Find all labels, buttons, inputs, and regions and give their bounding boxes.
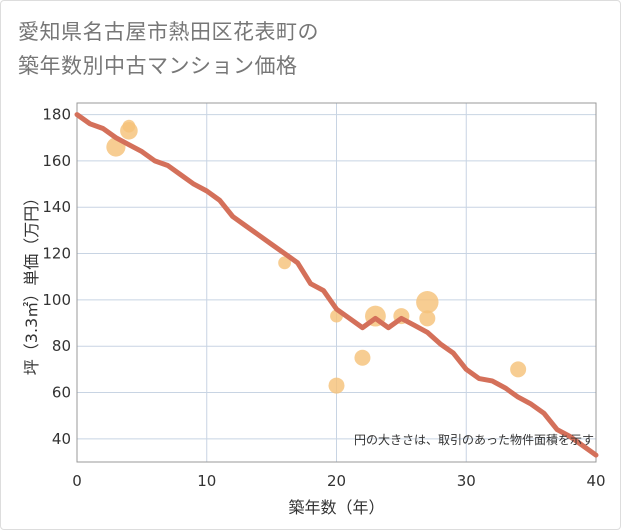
y-axis-label: 坪（3.3㎡）単価（万円） xyxy=(22,190,41,375)
grid-lines xyxy=(77,103,596,462)
chart-title-line-2: 築年数別中古マンション価格 xyxy=(18,54,298,78)
x-tick-label-10: 10 xyxy=(197,472,216,490)
chart-title-line-1: 愛知県名古屋市熱田区花表町の xyxy=(18,20,319,44)
bubble-point-9 xyxy=(416,290,439,314)
y-tick-label-60: 60 xyxy=(52,384,71,402)
y-tick-label-40: 40 xyxy=(52,430,71,448)
y-tick-label-120: 120 xyxy=(42,245,71,263)
x-axis-ticks: 0 10 20 30 40 xyxy=(72,472,605,490)
y-tick-label-80: 80 xyxy=(52,337,71,355)
x-tick-label-30: 30 xyxy=(457,472,476,490)
bubble-point-6 xyxy=(354,349,371,366)
plot-area xyxy=(76,102,597,463)
x-tick-label-0: 0 xyxy=(72,472,82,490)
y-axis-ticks: 40 60 80 100 120 140 160 180 xyxy=(42,106,71,448)
x-tick-label-40: 40 xyxy=(586,472,605,490)
y-tick-label-160: 160 xyxy=(42,152,71,170)
chart-note: 円の大きさは、取引のあった物件面積を示す xyxy=(354,432,594,447)
bubble-point-3 xyxy=(278,256,291,270)
chart-title: 愛知県名古屋市熱田区花表町の 築年数別中古マンション価格 xyxy=(18,15,578,83)
trend-line xyxy=(74,112,599,458)
y-tick-label-180: 180 xyxy=(42,106,71,124)
y-tick-label-140: 140 xyxy=(42,198,71,216)
x-tick-label-20: 20 xyxy=(327,472,346,490)
bubble-point-11 xyxy=(510,361,527,378)
bubble-point-2 xyxy=(122,119,136,133)
bubble-point-10 xyxy=(419,310,436,327)
bubble-point-5 xyxy=(328,377,345,394)
y-tick-label-100: 100 xyxy=(42,291,71,309)
x-axis-label: 築年数（年） xyxy=(288,498,384,517)
trend-line-series xyxy=(74,112,599,458)
